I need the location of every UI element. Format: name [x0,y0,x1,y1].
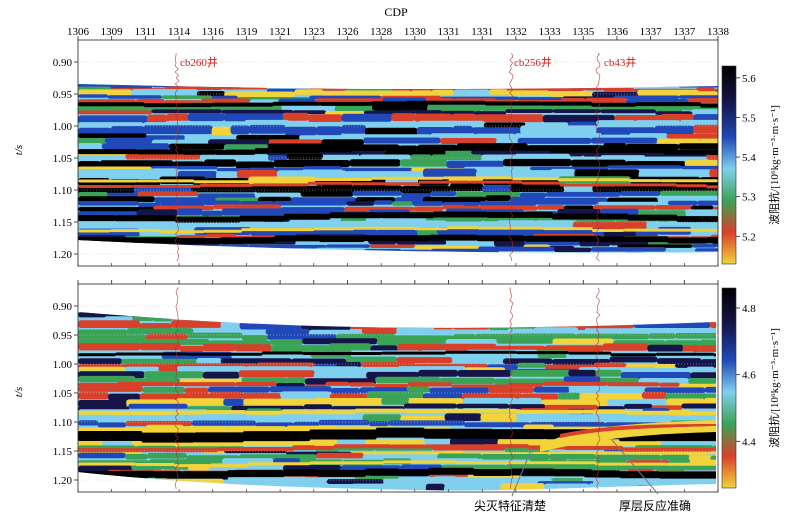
y-axis-label: t/s [13,145,25,155]
bottom-colorbar: 4.8 4.6 4.4 波阻抗/[10⁶kg·m⁻³·m·s⁻¹] [721,287,781,489]
annotation-thick-layer: 厚层反应准确 [619,498,691,513]
y-tick-label: 0.95 [53,89,73,101]
well-log-cb256 [508,287,514,490]
y-tick-label: 1.20 [53,475,73,487]
well-logs [174,53,601,490]
well-log-cb260 [174,287,180,490]
y-tick-label: 1.10 [53,185,73,197]
well-label-cb256: cb256井 [514,55,552,69]
bottom-impedance-section [78,312,716,491]
annotation-pinchout: 尖灭特征清楚 [474,498,546,513]
top-colorbar: 5.6 5.5 5.4 5.3 5.2 波阻抗/[10⁶kg·m⁻³·m·s⁻¹] [721,65,781,265]
top-panel: 0.90 0.95 1.00 1.05 1.10 1.15 1.20 t/s 1306 1309 1… [13,26,730,267]
y-tick-label: 0.90 [53,301,73,313]
x-tick-label: 1331 [438,26,460,38]
x-tick-label: 1306 [67,26,90,38]
y-tick-label: 1.05 [53,153,73,165]
leader-line-thick-layer [611,439,659,495]
x-tick-label: 1314 [168,26,191,38]
x-axis-label: CDP [384,5,408,19]
annotation-leaders [511,439,659,497]
y-tick-label: 0.90 [53,57,73,69]
well-label-cb43: cb43井 [604,55,636,69]
bottom-colorbar-label: 波阻抗/[10⁶kg·m⁻³·m·s⁻¹] [767,328,781,448]
well-log-cb43 [595,53,601,262]
x-tick-label: 1338 [707,26,730,38]
y-tick-label: 1.15 [53,217,73,229]
colorbar-tick-label: 5.2 [742,231,756,243]
top-impedance-section [78,84,718,253]
colorbar-tick-label: 5.3 [742,192,756,204]
well-log-cb260 [174,53,180,262]
y-tick-label: 1.20 [53,249,73,261]
leader-line-pinchout [511,447,533,497]
well-log-cb256 [508,53,514,262]
colorbar-tick-label: 5.6 [742,73,756,85]
x-tick-label: 1319 [235,26,258,38]
top-colorbar-label: 波阻抗/[10⁶kg·m⁻³·m·s⁻¹] [767,105,781,225]
x-tick-label: 1311 [135,26,157,38]
x-tick-label: 1333 [539,26,562,38]
y-tick-label: 0.95 [53,330,73,342]
y-tick-label: 1.05 [53,388,73,400]
y-tick-label: 1.00 [53,121,73,133]
bottom-panel: 0.90 0.95 1.00 1.05 1.10 1.15 1.20 t/s [13,280,719,493]
x-tick-label: 1332 [505,26,527,38]
x-tick-label: 1326 [336,26,359,38]
x-tick-label: 1321 [269,26,291,38]
well-label-cb260: cb260井 [180,55,218,69]
x-tick-label: 1330 [404,26,427,38]
well-log-cb43 [595,287,601,490]
x-tick-label: 1316 [202,26,225,38]
x-tick-label: 1309 [101,26,124,38]
colorbar-tick-label: 4.4 [742,436,756,448]
colorbar-tick-label: 5.5 [742,112,756,124]
x-tick-label: 1337 [640,26,663,38]
x-tick-label: 1335 [572,26,595,38]
x-tick-label: 1323 [303,26,326,38]
y-axis-label: t/s [13,387,25,397]
y-tick-label: 1.00 [53,359,73,371]
colorbar-tick-label: 4.6 [742,370,756,382]
y-tick-label: 1.15 [53,446,73,458]
x-tick-label: 1337 [673,26,696,38]
colorbar-tick-label: 4.8 [742,303,756,315]
y-tick-label: 1.10 [53,417,73,429]
x-tick-label: 1336 [606,26,629,38]
colorbar-tick-label: 5.4 [742,152,756,164]
x-tick-label: 1331 [471,26,493,38]
x-tick-label: 1328 [370,26,393,38]
